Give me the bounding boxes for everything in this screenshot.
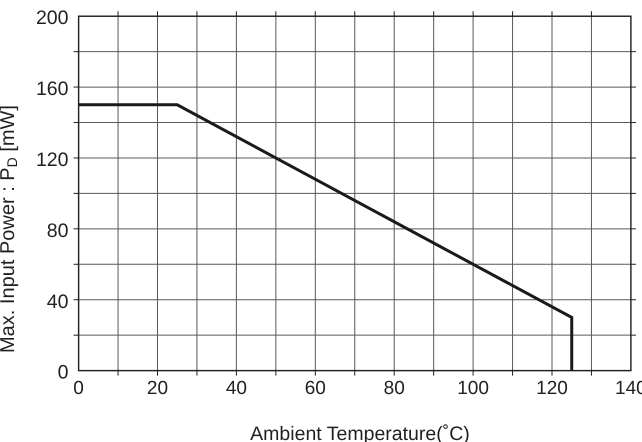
svg-text:160: 160	[36, 78, 69, 100]
svg-text:100: 100	[457, 378, 489, 399]
svg-text:Ambient Temperature(˚C): Ambient Temperature(˚C)	[250, 423, 470, 442]
svg-text:Max. Input Power : PD [mW]: Max. Input Power : PD [mW]	[0, 105, 20, 353]
svg-text:120: 120	[536, 378, 568, 399]
svg-text:80: 80	[47, 220, 69, 242]
svg-text:200: 200	[36, 7, 69, 29]
svg-text:40: 40	[47, 291, 69, 313]
svg-text:0: 0	[73, 378, 84, 399]
svg-text:80: 80	[384, 378, 405, 399]
svg-text:120: 120	[36, 149, 69, 171]
svg-text:140: 140	[615, 378, 642, 399]
svg-text:60: 60	[305, 378, 326, 399]
svg-text:20: 20	[147, 378, 168, 399]
svg-text:0: 0	[58, 362, 69, 384]
svg-text:40: 40	[226, 378, 247, 399]
